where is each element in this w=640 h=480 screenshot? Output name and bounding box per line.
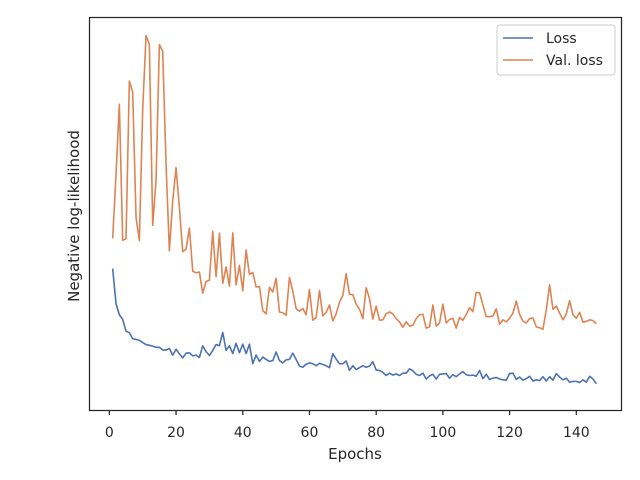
- legend-label-val-loss: Val. loss: [546, 53, 603, 69]
- y-axis-label: Negative log-likelihood: [65, 130, 83, 302]
- x-tick-label: 40: [234, 425, 252, 441]
- series-line-loss: [111, 268, 597, 385]
- x-tick-label: 100: [430, 425, 457, 441]
- x-axis-label: Epochs: [328, 445, 382, 463]
- plot-frame: [88, 16, 623, 412]
- x-tick-label: 60: [301, 425, 319, 441]
- x-tick-label: 20: [167, 425, 185, 441]
- legend: Loss Val. loss: [496, 24, 616, 76]
- legend-label-loss: Loss: [546, 31, 577, 47]
- x-tick-label: 80: [367, 425, 385, 441]
- x-tick-label: 120: [496, 425, 523, 441]
- plot-lines: [111, 34, 597, 385]
- x-tick-label: 140: [563, 425, 590, 441]
- x-tick-label: 0: [105, 425, 114, 441]
- series-line-val-loss: [111, 34, 597, 331]
- x-axis-ticks: 0 20 40 60 80 100 120 140: [105, 410, 590, 441]
